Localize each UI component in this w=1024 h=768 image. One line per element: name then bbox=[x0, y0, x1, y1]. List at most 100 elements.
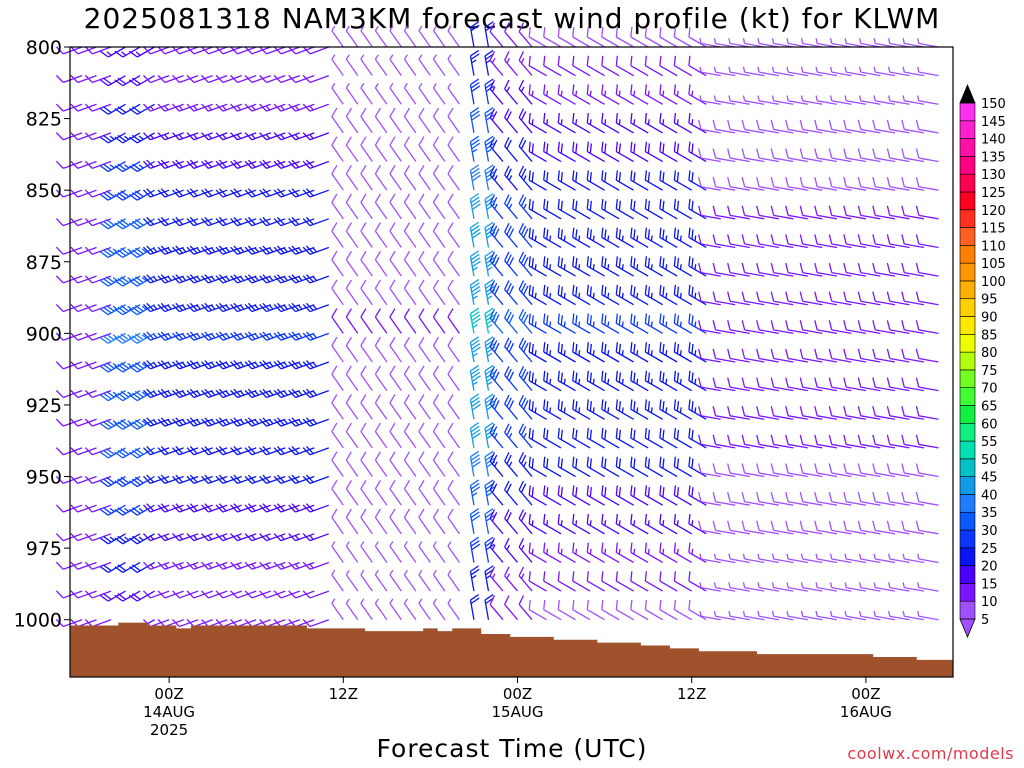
wind-barb bbox=[673, 313, 693, 334]
wind-barb bbox=[143, 245, 170, 255]
barb-flag bbox=[470, 422, 480, 429]
barb-flag bbox=[374, 308, 382, 318]
barb-flag bbox=[618, 372, 622, 383]
wind-barb bbox=[469, 107, 481, 134]
barb-flag bbox=[676, 487, 680, 498]
barb-shaft bbox=[389, 230, 402, 248]
barb-shaft bbox=[700, 214, 721, 220]
barb-flag bbox=[291, 159, 300, 168]
barb-flag bbox=[233, 274, 242, 283]
wind-barb bbox=[469, 21, 480, 48]
barb-shaft bbox=[331, 287, 344, 306]
barb-half-flag bbox=[268, 304, 274, 310]
wind-barb bbox=[741, 205, 765, 220]
barb-shaft bbox=[331, 202, 344, 220]
barb-flag bbox=[756, 377, 760, 388]
wind-barb bbox=[699, 38, 721, 48]
barb-flag bbox=[676, 372, 680, 383]
barb-half-flag bbox=[418, 541, 423, 547]
barb-shaft bbox=[860, 357, 881, 363]
barb-flag bbox=[504, 423, 510, 433]
wind-barb bbox=[230, 103, 257, 112]
wind-barb bbox=[770, 176, 794, 191]
wind-barb bbox=[70, 590, 97, 599]
wind-barb bbox=[504, 222, 518, 248]
barb-flag bbox=[857, 491, 862, 502]
barb-flag bbox=[691, 229, 694, 240]
barb-shaft bbox=[389, 173, 402, 191]
wind-barb bbox=[447, 83, 460, 105]
barb-flag bbox=[143, 561, 151, 570]
barb-half-flag bbox=[345, 569, 350, 576]
wind-barb bbox=[389, 451, 402, 477]
barb-half-flag bbox=[786, 95, 789, 101]
wind-barb bbox=[770, 491, 794, 506]
wind-barb bbox=[489, 452, 504, 477]
barb-flag bbox=[55, 389, 64, 398]
barb-half-flag bbox=[312, 333, 318, 339]
credit-link[interactable]: coolwx.com/models bbox=[847, 744, 1014, 763]
barb-flag bbox=[70, 246, 79, 255]
barb-flag bbox=[131, 134, 141, 142]
wind-barb bbox=[886, 291, 910, 306]
barb-flag bbox=[302, 619, 311, 628]
barb-half-flag bbox=[728, 95, 731, 101]
wind-barb bbox=[915, 234, 939, 249]
wind-barb bbox=[844, 66, 867, 77]
barb-shaft bbox=[266, 619, 286, 628]
barb-flag bbox=[633, 257, 636, 268]
wind-barb bbox=[374, 569, 388, 592]
barb-flag bbox=[201, 189, 209, 198]
wind-barb bbox=[157, 533, 184, 542]
barb-half-flag bbox=[403, 83, 408, 89]
barb-flag bbox=[302, 332, 311, 341]
barb-half-flag bbox=[694, 350, 697, 356]
barb-flag bbox=[484, 364, 494, 372]
wind-barb bbox=[644, 428, 663, 449]
wind-barb bbox=[673, 513, 693, 535]
barb-flag bbox=[120, 218, 130, 226]
barb-flag bbox=[546, 372, 549, 383]
barb-flag bbox=[204, 474, 213, 483]
barb-flag bbox=[659, 170, 662, 181]
wind-barb bbox=[644, 113, 663, 134]
wind-barb bbox=[70, 218, 97, 227]
barb-flag bbox=[143, 361, 151, 370]
barb-flag bbox=[799, 234, 804, 245]
barb-flag bbox=[901, 348, 905, 359]
barb-half-flag bbox=[164, 105, 169, 111]
barb-flag bbox=[712, 520, 717, 531]
barb-flag bbox=[633, 372, 636, 383]
barb-flag bbox=[572, 428, 575, 438]
wind-barb bbox=[673, 113, 693, 134]
barb-flag bbox=[691, 315, 694, 326]
barb-half-flag bbox=[694, 264, 697, 270]
barb-flag bbox=[471, 171, 481, 178]
barb-flag bbox=[785, 434, 789, 445]
barb-half-flag bbox=[112, 362, 118, 368]
barb-half-flag bbox=[829, 610, 833, 617]
barb-flag bbox=[70, 418, 79, 427]
wind-barb bbox=[528, 256, 547, 277]
barb-half-flag bbox=[374, 83, 379, 89]
barb-flag bbox=[418, 308, 425, 318]
wind-barb bbox=[360, 25, 373, 48]
barb-flag bbox=[589, 286, 592, 297]
barb-flag bbox=[915, 262, 920, 273]
barb-flag bbox=[601, 113, 604, 123]
wind-barb bbox=[374, 336, 388, 363]
wind-barb bbox=[688, 256, 707, 277]
barb-flag bbox=[84, 361, 93, 370]
barb-shaft bbox=[389, 202, 402, 220]
wind-barb bbox=[829, 553, 852, 564]
wind-barb bbox=[518, 108, 533, 134]
barb-flag bbox=[259, 46, 267, 55]
wind-barb bbox=[84, 590, 112, 599]
barb-flag bbox=[901, 119, 905, 130]
barb-half-flag bbox=[268, 390, 274, 396]
barb-flag bbox=[291, 216, 300, 225]
barb-flag bbox=[543, 456, 546, 467]
barb-flag bbox=[691, 372, 694, 383]
barb-flag bbox=[799, 205, 804, 216]
colorbar-segment bbox=[959, 565, 976, 584]
